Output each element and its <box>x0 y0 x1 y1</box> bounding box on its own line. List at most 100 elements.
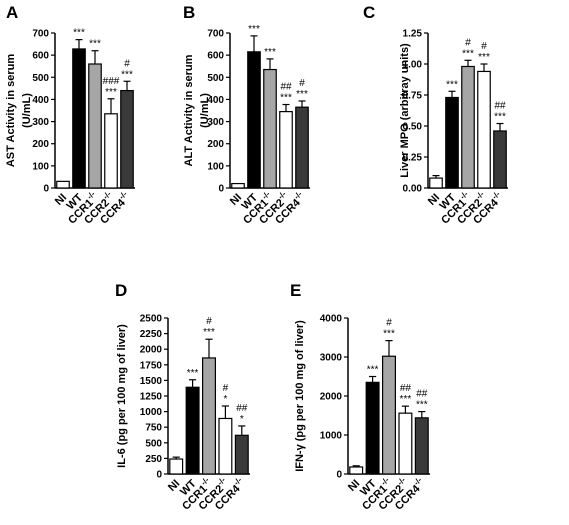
panel-label: A <box>6 3 18 22</box>
y-tick-label: 700 <box>207 29 224 40</box>
significance-label: *** <box>248 24 260 35</box>
y-tick-label: 1.25 <box>403 29 423 40</box>
y-tick-label: 2250 <box>140 329 163 340</box>
significance-label: # <box>223 383 229 394</box>
bar <box>231 182 245 189</box>
y-tick-label: 3000 <box>320 353 343 364</box>
y-tick-label: 2500 <box>140 314 163 325</box>
significance-label: * <box>223 394 227 405</box>
y-tick-label: 200 <box>32 139 49 150</box>
significance-label: *** <box>121 69 133 80</box>
bar <box>234 434 249 475</box>
y-tick-label: 1750 <box>140 360 163 371</box>
significance-label: *** <box>400 394 412 405</box>
bar <box>72 48 86 189</box>
y-tick-label: 250 <box>145 454 162 465</box>
panel-label: C <box>363 3 375 22</box>
y-axis-label: Liver MPO (arbitray units) <box>399 43 411 178</box>
significance-label: ## <box>280 82 292 93</box>
significance-label: *** <box>446 79 458 90</box>
bar <box>104 113 118 189</box>
bar <box>263 68 277 189</box>
bar <box>493 130 507 189</box>
bar <box>169 458 184 475</box>
y-tick-label: 200 <box>207 139 224 150</box>
panel-e: E IFN-γ (pg per 100 mg of liver) 0 1000 2000… <box>290 281 430 513</box>
significance-label: *** <box>367 365 379 376</box>
bar <box>429 177 443 189</box>
significance-label: # <box>386 318 392 329</box>
y-axis-label: (U/mL) <box>199 93 211 128</box>
significance-label: * <box>240 414 244 425</box>
bar <box>461 65 475 189</box>
y-tick-label: 2000 <box>140 345 163 356</box>
y-axis-label: AST Activity in serum <box>5 54 17 168</box>
y-tick-label: 0 <box>336 470 342 481</box>
y-tick-label: 0.25 <box>403 153 423 164</box>
y-axis-label: ALT Activity in serum <box>183 54 195 166</box>
panel-label: D <box>115 281 127 300</box>
y-tick-label: 1500 <box>140 376 163 387</box>
significance-label: *** <box>416 400 428 411</box>
significance-label: # <box>465 37 471 48</box>
y-axis-label: IFN-γ (pg per 100 mg of liver) <box>294 320 306 472</box>
significance-label: *** <box>383 329 395 340</box>
bar <box>218 417 233 475</box>
y-tick-label: 500 <box>207 73 224 84</box>
significance-label: *** <box>478 52 490 63</box>
panel-b: B ALT Activity in serum (U/mL) 0 100 200 300 40… <box>183 3 310 227</box>
y-tick-label: 0.50 <box>403 122 423 133</box>
y-tick-label: 400 <box>32 95 49 106</box>
significance-label: ## <box>400 383 412 394</box>
significance-label: *** <box>264 47 276 58</box>
y-tick-label: 4000 <box>320 314 343 325</box>
significance-label: ## <box>494 101 506 112</box>
significance-label: *** <box>296 89 308 100</box>
bar <box>414 417 429 475</box>
y-tick-label: 750 <box>145 423 162 434</box>
y-tick-label: 700 <box>32 29 49 40</box>
y-tick-label: 0 <box>43 184 49 195</box>
significance-label: # <box>299 78 305 89</box>
bar <box>382 355 396 475</box>
y-tick-label: 2000 <box>320 392 343 403</box>
y-tick-label: 400 <box>207 95 224 106</box>
panel-c: C Liver MPO (arbitray units) 0.00 0.25 0.50 0… <box>363 3 508 227</box>
bar <box>477 70 491 189</box>
significance-label: *** <box>73 28 85 39</box>
significance-label: ## <box>236 403 248 414</box>
bar <box>88 63 102 189</box>
y-axis-label: IL-6 (pg per 100 mg of liver) <box>116 324 128 468</box>
y-tick-label: 100 <box>32 161 49 172</box>
panel-d: D IL-6 (pg per 100 mg of liver) 0 250 500 750… <box>115 281 250 513</box>
bar <box>279 111 293 189</box>
bar <box>365 381 380 475</box>
significance-label: *** <box>89 39 101 50</box>
y-tick-label: 1.00 <box>403 60 423 71</box>
bar <box>295 106 309 189</box>
y-tick-label: 0.75 <box>403 91 423 102</box>
bar <box>56 180 70 189</box>
bar <box>349 466 364 475</box>
bar <box>202 357 216 475</box>
y-tick-label: 600 <box>32 51 49 62</box>
significance-label: # <box>206 316 212 327</box>
significance-label: *** <box>494 112 506 123</box>
y-tick-label: 500 <box>32 73 49 84</box>
bar <box>185 386 200 475</box>
y-tick-label: 1000 <box>140 407 163 418</box>
significance-label: *** <box>105 87 117 98</box>
y-tick-label: 1000 <box>320 431 343 442</box>
y-tick-label: 0 <box>156 470 162 481</box>
y-tick-label: 0.00 <box>403 184 423 195</box>
y-tick-label: 300 <box>207 117 224 128</box>
y-tick-label: 600 <box>207 51 224 62</box>
significance-label: *** <box>203 327 215 338</box>
significance-label: ### <box>103 76 120 87</box>
significance-label: *** <box>462 48 474 59</box>
y-tick-label: 0 <box>218 184 224 195</box>
significance-label: # <box>124 58 130 69</box>
y-tick-label: 100 <box>207 161 224 172</box>
y-tick-label: 500 <box>145 438 162 449</box>
